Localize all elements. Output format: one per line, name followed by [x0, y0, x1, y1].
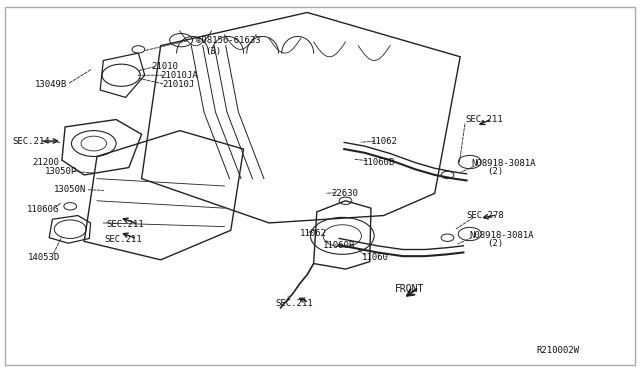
Text: SEC.214: SEC.214	[13, 137, 51, 146]
Text: SEC.211: SEC.211	[104, 235, 142, 244]
Text: 11060B: 11060B	[363, 157, 395, 167]
Text: N08918-3081A: N08918-3081A	[472, 159, 536, 169]
Text: 11060B: 11060B	[323, 241, 355, 250]
Text: (3): (3)	[205, 47, 221, 56]
Text: (2): (2)	[487, 239, 503, 248]
Text: 13049B: 13049B	[35, 80, 67, 89]
Text: 21010J: 21010J	[162, 80, 194, 89]
Text: 13050P: 13050P	[45, 167, 77, 176]
Text: 21010: 21010	[151, 61, 178, 71]
Text: 21200: 21200	[32, 157, 59, 167]
Text: SEC.278: SEC.278	[467, 211, 504, 220]
Text: 11060G: 11060G	[27, 205, 59, 215]
Text: SEC.211: SEC.211	[465, 115, 503, 124]
Text: FRONT: FRONT	[395, 284, 424, 294]
Text: R210002W: R210002W	[537, 346, 580, 355]
Text: 11062: 11062	[300, 230, 326, 238]
Text: 21010JA: 21010JA	[161, 71, 198, 80]
Text: SEC.211: SEC.211	[106, 220, 144, 229]
Text: ®08156-61633: ®08156-61633	[196, 36, 260, 45]
Text: (2): (2)	[487, 167, 503, 176]
Text: SEC.211: SEC.211	[275, 299, 313, 308]
Text: 14053D: 14053D	[28, 253, 60, 263]
Text: 22630: 22630	[332, 189, 358, 198]
Text: N08918-3081A: N08918-3081A	[469, 231, 534, 240]
Text: 11060: 11060	[362, 253, 388, 263]
Text: 11062: 11062	[371, 137, 398, 146]
Text: 13050N: 13050N	[54, 185, 86, 194]
